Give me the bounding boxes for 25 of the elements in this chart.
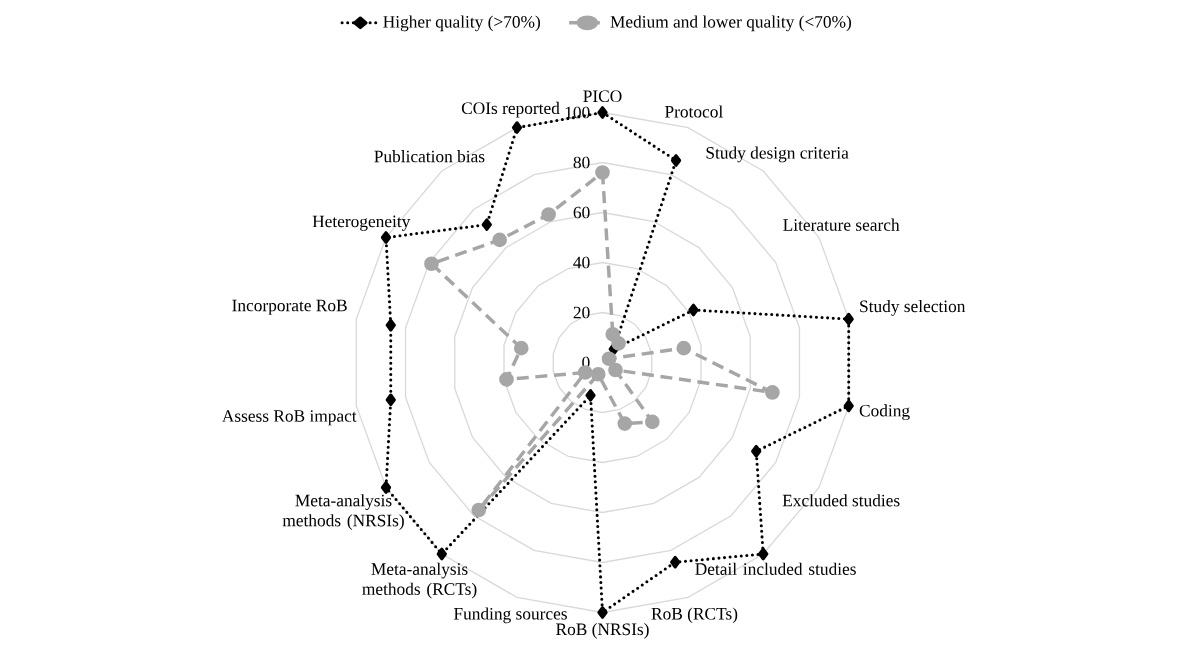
spoke-label: Meta-analysis methods (RCTs) [362,562,477,599]
spoke-label: Detail included studies [695,562,856,575]
legend-label: Higher quality (>70%) [383,15,541,32]
y-tick-label: 40 [573,256,590,269]
spoke-label: Excluded studies [782,494,900,507]
spoke-label: Heterogeneity [312,215,411,231]
spoke-label: RoB (RCTs) [651,607,738,624]
y-tick-label: 60 [573,206,590,219]
spoke-label: Publication bias [374,150,485,163]
spoke-label: Literature search [783,218,900,231]
spoke-label: Funding sources [453,607,567,624]
spoke-label: PICO [583,90,622,103]
spoke-label: Assess RoB impact [222,410,357,426]
legend-label: Medium and lower quality (<70%) [610,15,852,32]
spoke-label: Study design criteria [706,146,849,163]
spoke-label: Study selection [860,300,966,316]
spoke-label: Incorporate RoB [232,299,347,315]
y-tick-label: 100 [565,106,590,119]
spoke-label: COIs reported [461,101,560,118]
spoke-label: Meta-analysis methods (NRSIs) [282,494,404,530]
spoke-label: Protocol [665,105,723,118]
spoke-label: Coding [859,404,910,421]
y-tick-label: 80 [573,156,590,169]
y-tick-label: 20 [573,306,590,319]
spoke-label: RoB (NRSIs) [556,622,649,639]
